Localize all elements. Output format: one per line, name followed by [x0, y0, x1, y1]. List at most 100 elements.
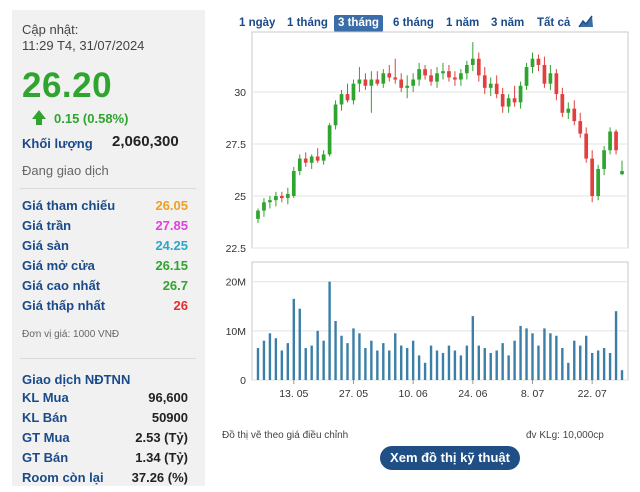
candle-body — [381, 73, 386, 84]
volume-value: 2,060,300 — [112, 133, 179, 150]
volume-bar — [608, 352, 612, 380]
price-row-high: Giá cao nhất 26.7 — [22, 278, 188, 298]
volume-bar — [585, 335, 588, 380]
trading-status: Đang giao dịch — [22, 163, 109, 178]
volume-bar — [501, 343, 504, 380]
volume-bar — [531, 333, 534, 380]
candle-body — [560, 94, 565, 113]
divider — [20, 188, 196, 189]
volume-bar — [489, 352, 492, 380]
tab-all[interactable]: Tất cả — [537, 17, 571, 29]
volume-bar — [549, 333, 552, 380]
candle-body — [524, 67, 529, 86]
volume-bar — [256, 348, 260, 380]
candle-body — [453, 77, 457, 80]
volume-bar — [537, 345, 540, 380]
technical-chart-button[interactable]: Xem đồ thị kỹ thuật — [380, 446, 520, 470]
candle-body — [268, 200, 272, 203]
volume-bar — [590, 352, 594, 380]
volume-bar — [483, 348, 486, 380]
quote-panel: Cập nhật: 11:29 T4, 31/07/2024 26.20 0.1… — [12, 10, 205, 486]
volume-bar — [298, 308, 301, 380]
candle-body — [423, 69, 427, 76]
volume-bar — [602, 348, 606, 380]
tab-3-months[interactable]: 3 tháng — [334, 15, 383, 32]
candle-body — [327, 125, 332, 155]
price-row-floor: Giá sàn 24.25 — [22, 238, 188, 258]
candle-body — [375, 79, 380, 84]
candle-body — [357, 79, 362, 84]
volume-bar — [328, 281, 331, 380]
price-tick-label: 25 — [234, 191, 246, 203]
candle-body — [339, 94, 344, 105]
price-tick-label: 22.5 — [226, 243, 247, 255]
volume-bar — [614, 311, 618, 380]
tab-3-years[interactable]: 3 năm — [491, 17, 525, 29]
price-change: 0.15 (0.58%) — [54, 111, 129, 126]
volume-bar — [322, 340, 325, 380]
price-axis-ticks: 22.5 25 27.5 30 — [226, 87, 247, 255]
volume-bar — [525, 328, 528, 380]
volume-bar — [596, 350, 600, 380]
candle-body — [608, 131, 612, 151]
volume-bar — [364, 348, 367, 380]
tab-1-month[interactable]: 1 tháng — [287, 17, 328, 29]
volume-bar — [274, 338, 278, 380]
price-label: Giá trần — [22, 218, 72, 233]
volume-bar — [394, 333, 397, 380]
price-tick-label: 30 — [234, 87, 246, 99]
foreign-row: KL Bán 50900 — [22, 410, 188, 430]
price-label: Giá thấp nhất — [22, 298, 106, 313]
foreign-row: Room còn lại 37.26 (%) — [22, 470, 188, 490]
adjusted-price-note: Đồ thị vẽ theo giá điều chỉnh — [222, 430, 349, 441]
candle-body — [476, 58, 481, 76]
volume-bar — [447, 345, 451, 380]
volume-bar — [477, 345, 480, 380]
candle-body — [369, 79, 374, 86]
candle-body — [482, 75, 487, 88]
candle-body — [465, 64, 469, 74]
volume-bar — [459, 355, 463, 380]
candle-body — [620, 171, 624, 175]
volume-bar — [471, 316, 475, 380]
candle-body — [315, 156, 320, 161]
candle-body — [572, 108, 577, 122]
candle-body — [417, 69, 421, 80]
price-label: Giá mở cửa — [22, 258, 95, 273]
volume-bar — [400, 345, 403, 380]
tab-1-day[interactable]: 1 ngày — [239, 17, 276, 29]
volume-bar — [441, 352, 445, 380]
price-value: 26.7 — [162, 278, 188, 293]
candlestick-series — [256, 42, 624, 224]
candle-body — [590, 158, 595, 196]
foreign-value: 37.26 (%) — [131, 470, 188, 485]
volume-bar — [555, 335, 558, 380]
price-value: 27.85 — [155, 218, 188, 233]
foreign-row: KL Mua 96,600 — [22, 390, 188, 410]
volume-bar — [304, 348, 307, 380]
foreign-label: KL Bán — [22, 410, 68, 425]
updated-label: Cập nhật: — [22, 22, 79, 37]
candle-body — [596, 168, 600, 196]
price-chart-frame — [251, 31, 629, 249]
tab-1-year[interactable]: 1 năm — [446, 17, 480, 29]
x-tick-label: 10. 06 — [399, 388, 428, 400]
foreign-row: GT Mua 2.53 (Tỷ) — [22, 430, 188, 450]
price-tick-label: 27.5 — [226, 139, 247, 151]
up-arrow-icon — [32, 110, 46, 119]
updated-time: 11:29 T4, 31/07/2024 — [22, 38, 145, 53]
area-chart-icon[interactable] — [578, 13, 594, 29]
volume-bar — [346, 343, 349, 380]
candle-body — [530, 58, 535, 68]
volume-bar — [340, 335, 343, 380]
volume-bar — [495, 350, 498, 380]
price-row-reference: Giá tham chiếu 26.05 — [22, 198, 188, 218]
volume-bar — [417, 355, 421, 380]
foreign-value: 1.34 (Tỷ) — [135, 450, 188, 465]
price-grid — [252, 91, 628, 249]
candle-body — [363, 79, 368, 86]
price-label: Giá cao nhất — [22, 278, 101, 293]
candle-body — [435, 73, 439, 82]
unit-note: Đơn vị giá: 1000 VNĐ — [22, 329, 120, 340]
tab-6-months[interactable]: 6 tháng — [393, 17, 434, 29]
